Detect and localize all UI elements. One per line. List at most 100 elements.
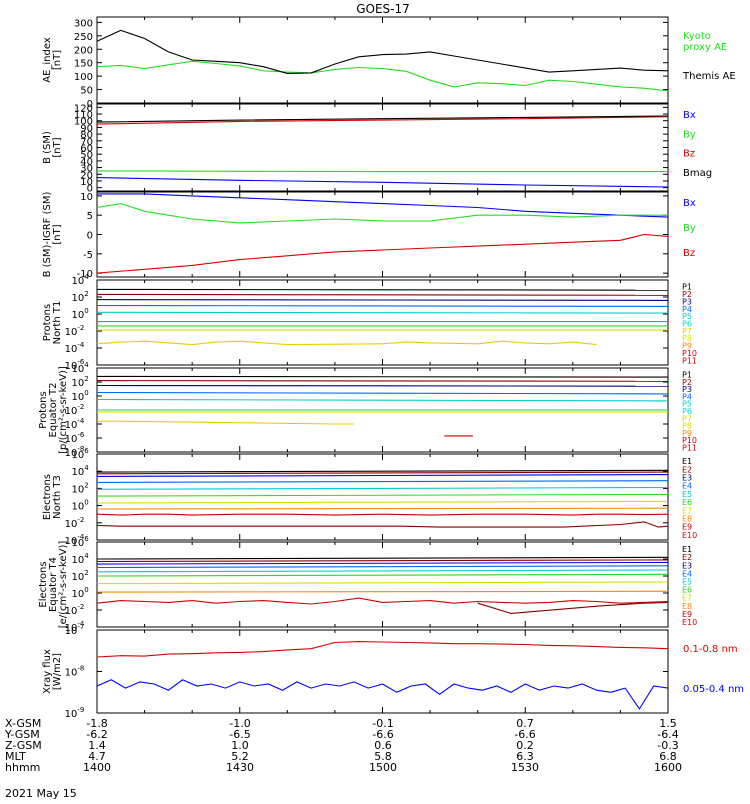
series-0-1-0-8-nm [96, 641, 669, 658]
legend-entry: P6 [682, 320, 692, 329]
y-tick-exponent: 2 [84, 375, 88, 383]
series-e5 [96, 486, 669, 490]
legend-entry: Bz [683, 149, 695, 160]
series-e10 [477, 601, 669, 614]
y-tick-exponent: 2 [84, 481, 88, 489]
legend-entry: Themis AE [682, 71, 736, 82]
series-e3 [96, 561, 669, 565]
y-tick-label: 5 [87, 211, 93, 222]
legend-entry: E10 [682, 531, 697, 540]
y-tick-exponent: 0 [84, 499, 88, 507]
y-axis-label: Electrons [42, 474, 53, 520]
legend-entry: E1 [682, 457, 692, 466]
y-axis-label: Protons [42, 304, 53, 341]
ephemeris-value: 5.2 [231, 750, 249, 763]
y-tick-label: 100 [74, 117, 93, 128]
y-tick-exponent: 2 [84, 290, 88, 298]
series-p3 [96, 384, 669, 387]
ephemeris-value: -6.6 [372, 728, 393, 741]
legend-entry: P4 [682, 305, 692, 314]
y-tick-label: 90 [80, 123, 93, 134]
y-tick-exponent: -6 [77, 431, 85, 439]
ephemeris-value: 1500 [369, 761, 397, 774]
ephemeris-value: 1.0 [231, 739, 249, 752]
ephemeris-value: 1600 [654, 761, 682, 774]
y-tick-label: 40 [80, 157, 93, 168]
y-tick-exponent: -2 [77, 603, 84, 611]
y-tick-exponent: -4 [77, 341, 85, 349]
y-tick-exponent: 6 [84, 535, 89, 543]
series-e2 [96, 559, 669, 563]
legend-entry: Bmag [683, 168, 712, 179]
ephemeris-table: X-GSM -1.8 -1.0 -0.1 0.7 1.5 Y-GSM -6.2 -6.5 -6.6… [4, 717, 682, 774]
series-p8 [97, 420, 354, 425]
legend-entry: Kyoto [683, 31, 711, 42]
legend-entry: Bx [683, 198, 696, 209]
legend-entry: P5 [682, 400, 692, 409]
legend-entry: E10 [682, 618, 697, 627]
y-tick-label: 20 [80, 170, 93, 181]
legend-entry: E9 [682, 523, 692, 532]
y-tick-label: 30 [80, 164, 93, 175]
series-e4 [96, 480, 669, 483]
legend-entry: P1 [682, 371, 692, 380]
series-e3 [96, 474, 669, 477]
series-e6 [96, 573, 669, 577]
series-e8 [96, 590, 669, 593]
series-p4 [96, 391, 669, 395]
series-e1 [96, 469, 669, 473]
y-axis-label: B (SM) [42, 131, 53, 164]
legend-entry: E6 [682, 586, 692, 595]
legend-entry: E1 [682, 545, 692, 554]
ephemeris-value: 1430 [226, 761, 254, 774]
ephemeris-label: Z-GSM [5, 739, 42, 752]
y-axis-label: Equator T4 [48, 557, 59, 612]
legend-entry: P3 [682, 385, 692, 394]
y-axis-label: North T1 [52, 301, 63, 345]
legend-entry: P8 [682, 334, 692, 343]
y-tick-exponent: 4 [84, 464, 89, 472]
y-axis-label: B (SM)-IGRF (SM) [42, 192, 53, 278]
series-e7 [96, 581, 669, 585]
legend-entry: E8 [682, 602, 692, 611]
series-bmag [96, 115, 669, 123]
y-tick-label: 0 [87, 231, 93, 242]
y-tick-label: 10 [80, 192, 93, 203]
series-e9 [96, 513, 669, 516]
series-p5 [96, 398, 669, 402]
ephemeris-label: hhmm [5, 761, 40, 774]
legend-entry: E5 [682, 490, 692, 499]
ephemeris-value: -0.1 [372, 717, 393, 730]
legend-entry: E7 [682, 506, 692, 515]
y-tick-label: 0 [87, 184, 93, 195]
series-p9 [96, 340, 597, 346]
y-tick-label: 80 [80, 130, 93, 141]
series-e8 [96, 507, 669, 510]
y-tick-exponent: 6 [84, 447, 89, 455]
series-e2 [96, 471, 669, 475]
y-tick-label: 70 [80, 137, 93, 148]
y-tick-exponent: -4 [77, 417, 85, 425]
legend-entry: Bx [683, 110, 696, 121]
ephemeris-value: 1400 [83, 761, 111, 774]
legend-entry: By [683, 129, 696, 140]
series-bx [96, 177, 669, 188]
legend-entry: P4 [682, 392, 692, 401]
legend-entry: P1 [682, 283, 692, 292]
legend-entry: P11 [682, 356, 697, 365]
y-tick-label: 300 [74, 18, 93, 29]
y-tick-exponent: -6 [77, 358, 85, 366]
y-axis-label: AE_index [42, 37, 53, 83]
ephemeris-value: 0.7 [516, 717, 534, 730]
y-tick-label: 150 [74, 59, 93, 70]
legend-entry: P3 [682, 297, 692, 306]
ephemeris-label: MLT [5, 750, 26, 763]
ephemeris-value: -6.4 [657, 728, 678, 741]
y-tick-label: 200 [74, 45, 93, 56]
y-tick-exponent: -7 [77, 623, 84, 631]
legend-entry: P2 [682, 290, 692, 299]
y-tick-label: -10 [77, 269, 93, 280]
